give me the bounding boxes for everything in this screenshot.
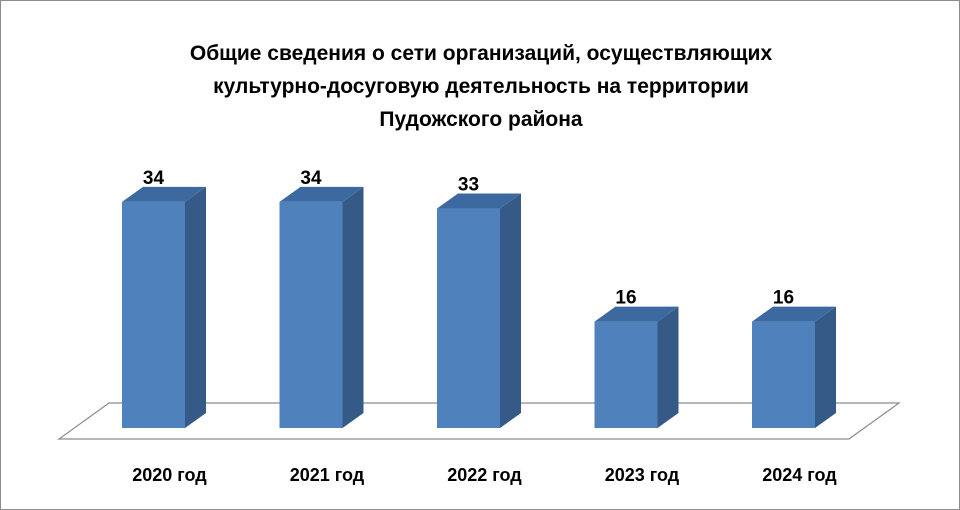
category-label: 2020 год: [132, 465, 207, 485]
bar-side: [342, 186, 364, 428]
category-labels-group: 2020 год 2021 год 2022 год 2023 год 2024 год: [132, 465, 837, 485]
bar-2023-год: [594, 306, 679, 428]
bar-2021-год: [279, 186, 364, 428]
chart-title-line-1: Общие сведения о сети организаций, осуще…: [189, 42, 773, 65]
bar-value-label: 34: [143, 168, 165, 189]
bar-value-label: 34: [300, 168, 322, 189]
bar-2020-год: [122, 186, 206, 428]
bar-value-label: 16: [615, 288, 636, 309]
bars-group: [122, 186, 836, 428]
bar-side: [815, 306, 836, 428]
category-label: 2024 год: [762, 465, 837, 485]
bar-2024-год: [752, 306, 836, 428]
category-label: 2022 год: [447, 465, 522, 485]
value-labels-group: 34 34 33 16 16: [143, 168, 794, 309]
bar-front: [437, 208, 500, 428]
bar-value-label: 33: [458, 175, 479, 196]
bar-top: [594, 306, 679, 322]
bar-top: [122, 186, 206, 202]
bar-top: [437, 193, 521, 209]
bar-side: [657, 306, 679, 428]
bar-front: [279, 201, 343, 428]
bar-top: [752, 306, 836, 322]
bar-front: [122, 201, 185, 428]
category-label: 2021 год: [290, 465, 365, 485]
chart-title-line-3: Пудожского района: [379, 108, 583, 131]
category-label: 2023 год: [605, 465, 680, 485]
bar-value-label: 16: [773, 288, 794, 309]
bar-side: [185, 186, 206, 428]
bar-2022-год: [437, 193, 521, 428]
bar-front: [594, 321, 658, 428]
chart-title: Общие сведения о сети организаций, осуще…: [1, 37, 960, 136]
chart-title-line-2: культурно-досуговую деятельность на терр…: [213, 75, 749, 98]
bar-front: [752, 321, 815, 428]
bar-side: [500, 193, 521, 428]
bar-top: [279, 186, 364, 202]
